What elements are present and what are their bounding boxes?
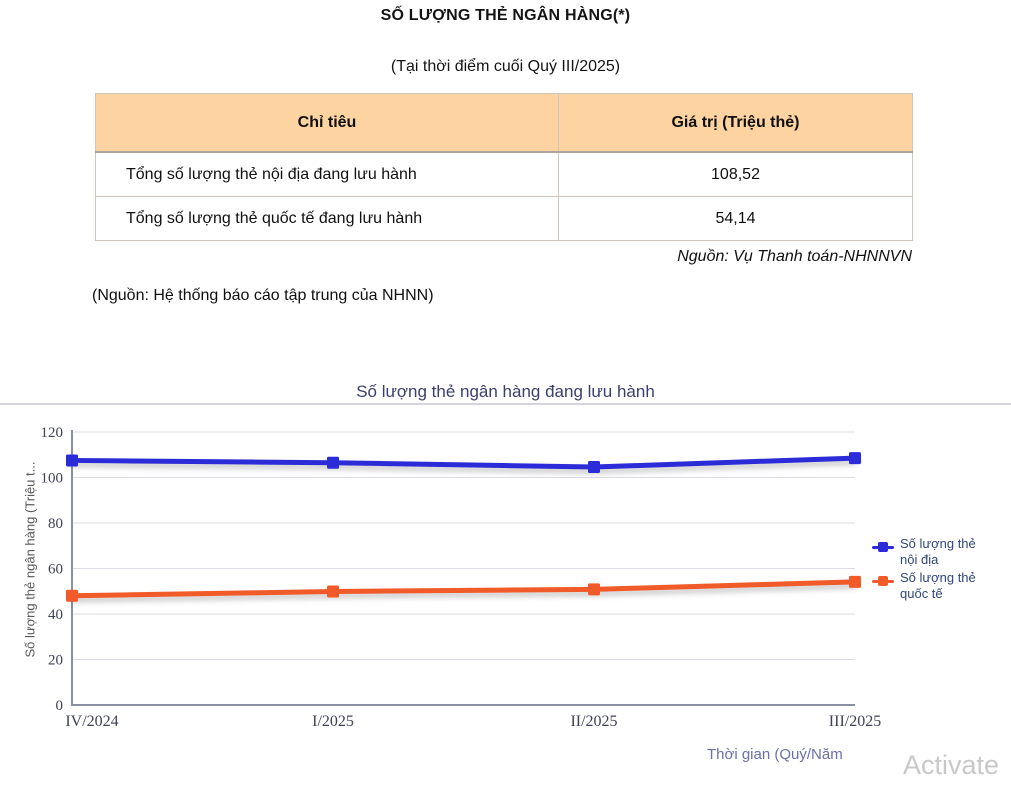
header-cell-value: Giá trị (Triệu thẻ) xyxy=(558,93,913,153)
chart-title: Số lượng thẻ ngân hàng đang lưu hành xyxy=(356,382,655,401)
row-value: 108,52 xyxy=(558,151,913,197)
x-axis-label: Thời gian (Quý/Năm xyxy=(707,746,843,763)
table-header-row: Chỉ tiêu Giá trị (Triệu thẻ) xyxy=(95,93,913,153)
legend-label: Số lượng thẻ nội địa xyxy=(900,536,976,567)
data-point-marker xyxy=(66,589,78,602)
x-tick-label: I/2025 xyxy=(312,713,354,730)
page-title: SỐ LƯỢNG THẺ NGÂN HÀNG(*) xyxy=(380,7,631,24)
row-value: 54,14 xyxy=(558,196,913,241)
source-note-right: Nguồn: Vụ Thanh toán-NHNNVN xyxy=(677,248,912,265)
line-chart: 0 20 40 60 80 100 120 IV/2024 I/2025 II/2025 III/2… xyxy=(0,405,1011,785)
x-tick-label: IV/2024 xyxy=(65,713,118,730)
chart-legend: Số lượng thẻ nội địa Số lượng thẻ quốc t… xyxy=(872,536,992,604)
legend-marker-icon xyxy=(872,576,894,587)
y-tick-label: 20 xyxy=(48,653,63,669)
y-tick-label: 60 xyxy=(48,562,63,578)
legend-item-international: Số lượng thẻ quốc tế xyxy=(872,570,992,601)
row-label: Tổng số lượng thẻ quốc tế đang lưu hành xyxy=(95,196,559,241)
legend-item-domestic: Số lượng thẻ nội địa xyxy=(872,536,992,567)
source-note-left: (Nguồn: Hệ thống báo cáo tập trung của N… xyxy=(92,287,434,304)
legend-marker-icon xyxy=(872,542,894,552)
data-point-marker xyxy=(66,454,78,467)
table-row: Tổng số lượng thẻ nội địa đang lưu hành … xyxy=(95,151,913,197)
data-point-marker xyxy=(327,456,339,469)
data-point-marker xyxy=(588,461,600,474)
header-cell-label: Chỉ tiêu xyxy=(95,93,559,153)
y-axis-label: Số lượng thẻ ngân hàng (Triệu t... xyxy=(22,461,38,658)
data-point-marker xyxy=(588,583,600,596)
y-tick-label: 120 xyxy=(41,425,64,441)
y-tick-label: 0 xyxy=(56,698,64,714)
series-line-1 xyxy=(69,579,858,599)
page-subtitle: (Tại thời điểm cuối Quý III/2025) xyxy=(390,58,621,75)
y-tick-label: 80 xyxy=(48,516,63,532)
data-point-marker xyxy=(849,452,861,465)
activate-watermark: Activate xyxy=(903,750,1000,780)
table-row: Tổng số lượng thẻ quốc tế đang lưu hành … xyxy=(95,196,913,241)
series-line-0 xyxy=(69,455,858,470)
separator-line xyxy=(0,403,1011,405)
chart-canvas: 0 20 40 60 80 100 120 IV/2024 I/2025 II/2025 III/2… xyxy=(41,425,882,730)
y-tick-label: 40 xyxy=(48,607,63,623)
x-tick-label: III/2025 xyxy=(829,713,881,730)
data-point-marker xyxy=(849,575,861,588)
x-tick-label: II/2025 xyxy=(570,713,617,730)
row-label: Tổng số lượng thẻ nội địa đang lưu hành xyxy=(95,151,559,197)
stats-table: Chỉ tiêu Giá trị (Triệu thẻ) Tổng số lượ… xyxy=(95,93,913,241)
legend-label: Số lượng thẻ quốc tế xyxy=(900,570,976,601)
data-point-marker xyxy=(327,585,339,598)
y-tick-label: 100 xyxy=(41,471,64,487)
